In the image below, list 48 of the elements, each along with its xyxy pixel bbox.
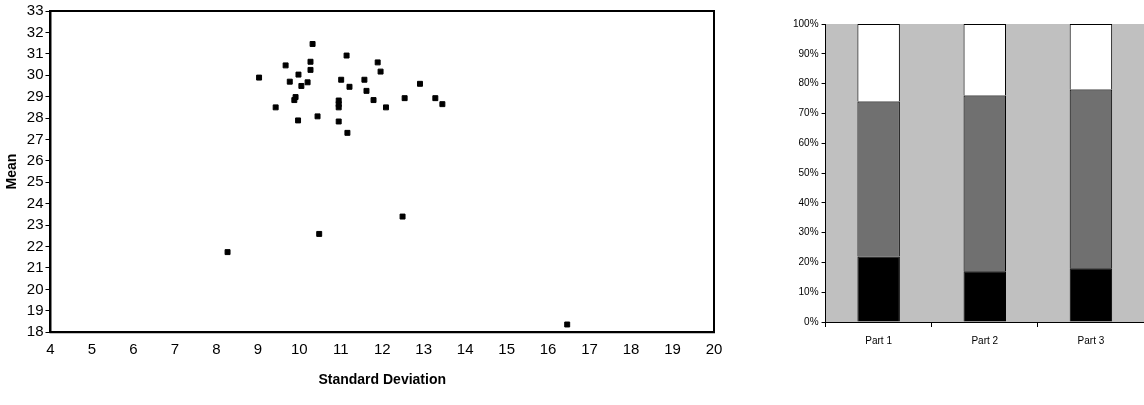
x-tick-label: 15 bbox=[498, 340, 515, 358]
y-tick-label: 20% bbox=[798, 256, 819, 268]
x-tick-label: 17 bbox=[581, 340, 598, 358]
y-tick-label: 30 bbox=[26, 65, 44, 83]
y-tick-label: 40% bbox=[798, 196, 819, 208]
x-tick-label: Part 2 bbox=[971, 334, 999, 346]
x-tick-label: 19 bbox=[664, 340, 681, 358]
x-tick-label: 4 bbox=[46, 340, 55, 358]
x-tick-label: Part 3 bbox=[1077, 334, 1105, 346]
x-axis-title: Standard Deviation bbox=[318, 371, 447, 388]
y-tick-label: 70% bbox=[798, 107, 819, 119]
y-tick-label: 22 bbox=[26, 236, 44, 254]
y-tick-label: 29 bbox=[26, 86, 44, 104]
x-tick-label: 20 bbox=[705, 340, 723, 358]
x-tick-label: 9 bbox=[253, 340, 263, 358]
x-tick-label: 5 bbox=[87, 340, 97, 358]
x-tick-label: 14 bbox=[456, 340, 474, 358]
x-tick-label: 18 bbox=[622, 340, 640, 358]
y-tick-label: 25 bbox=[26, 172, 44, 190]
y-tick-label: 28 bbox=[26, 108, 44, 126]
y-tick-label: 60% bbox=[798, 136, 819, 148]
y-tick-label: 20 bbox=[26, 279, 44, 297]
y-axis-title: Mean bbox=[3, 153, 20, 190]
y-tick-label: 27 bbox=[26, 129, 44, 147]
y-tick-label: 21 bbox=[26, 258, 44, 276]
y-tick-label: 90% bbox=[798, 47, 819, 59]
x-tick-label: Part 1 bbox=[865, 334, 893, 346]
y-tick-label: 10% bbox=[798, 285, 819, 297]
y-tick-label: 19 bbox=[26, 300, 44, 318]
x-tick-label: 6 bbox=[129, 340, 138, 358]
x-tick-label: 12 bbox=[373, 340, 391, 358]
y-tick-label: 24 bbox=[26, 193, 44, 211]
y-tick-label: 30% bbox=[798, 226, 819, 238]
y-tick-label: 33 bbox=[26, 1, 44, 19]
x-tick-label: 16 bbox=[539, 340, 557, 358]
y-tick-label: 32 bbox=[26, 22, 44, 40]
x-tick-label: 8 bbox=[212, 340, 221, 358]
y-tick-label: 100% bbox=[793, 17, 819, 29]
y-tick-label: 23 bbox=[26, 215, 44, 233]
x-tick-label: 11 bbox=[332, 340, 349, 358]
y-tick-label: 0% bbox=[804, 315, 819, 327]
y-tick-label: 80% bbox=[798, 77, 819, 89]
y-tick-label: 26 bbox=[26, 151, 44, 169]
x-tick-label: 13 bbox=[415, 340, 433, 358]
x-tick-label: 7 bbox=[170, 340, 180, 358]
x-tick-label: 10 bbox=[290, 340, 308, 358]
y-tick-label: 31 bbox=[26, 43, 44, 61]
y-tick-label: 50% bbox=[798, 166, 819, 178]
